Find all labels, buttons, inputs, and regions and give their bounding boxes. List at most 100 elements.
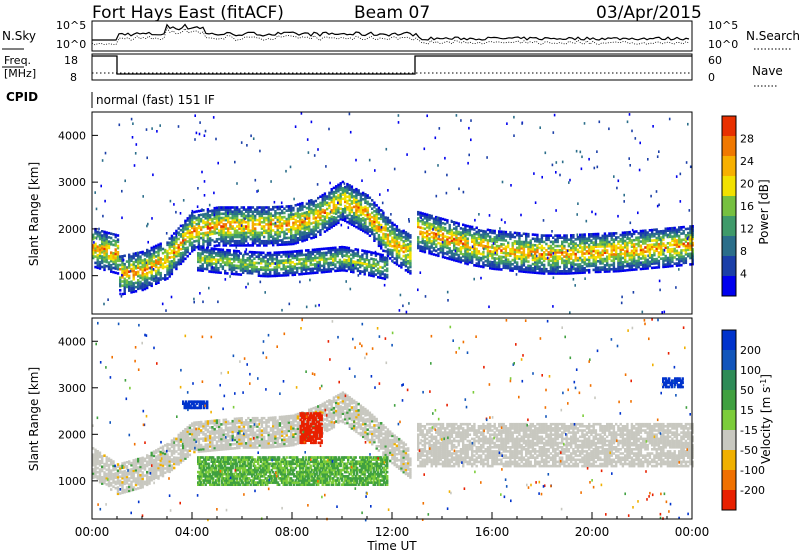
power-cell [242, 258, 245, 262]
power-cell [619, 246, 622, 249]
power-cell [150, 274, 153, 277]
power-cell [210, 264, 213, 267]
power-cell [393, 240, 396, 243]
power-cell [218, 206, 221, 209]
power-cell [281, 211, 284, 215]
power-cell [119, 263, 122, 267]
power-cell [575, 149, 578, 153]
power-cell [404, 233, 408, 236]
power-cell [531, 245, 535, 249]
power-cell [334, 265, 337, 268]
velocity-cell [112, 477, 115, 480]
power-cell [547, 257, 550, 260]
power-cell [366, 217, 369, 220]
power-cell [500, 218, 503, 222]
power-cell [534, 263, 537, 266]
power-cell [242, 235, 246, 239]
power-cell [345, 261, 348, 264]
power-cell [237, 260, 240, 264]
power-cell [363, 249, 366, 253]
power-cell [121, 267, 124, 271]
power-cell [477, 252, 481, 255]
power-cell [257, 257, 261, 261]
power-cell [238, 210, 241, 213]
power-cell [112, 270, 115, 274]
power-cell [307, 151, 310, 154]
power-cell [353, 216, 356, 219]
power-cell [258, 235, 261, 239]
velocity-cell [107, 463, 111, 467]
power-cell [159, 276, 162, 279]
power-cell [173, 240, 176, 244]
power-cell [621, 263, 625, 266]
power-cell [486, 241, 490, 244]
power-cell [293, 250, 297, 253]
power-cell [359, 257, 362, 260]
power-cell [328, 204, 331, 207]
power-cell [256, 235, 259, 239]
power-cell [664, 259, 667, 262]
power-cell [323, 247, 326, 251]
power-cell [316, 256, 319, 260]
power-cell [161, 277, 165, 280]
power-cell [343, 260, 346, 264]
power-cell [398, 256, 401, 259]
power-cell [341, 197, 345, 201]
power-cell [332, 211, 336, 215]
power-cell [221, 267, 225, 271]
power-cell [446, 173, 448, 177]
power-cell [621, 233, 625, 237]
power-cell [264, 255, 267, 259]
power-cell [642, 233, 645, 237]
power-cell [348, 209, 351, 212]
power-cell [489, 262, 492, 266]
power-cell [462, 234, 465, 237]
power-cell [272, 235, 275, 238]
power-cell [633, 247, 636, 250]
power-cell [592, 249, 595, 253]
power-cell [384, 226, 387, 230]
power-cell [493, 229, 496, 233]
power-cell [128, 280, 131, 284]
power-cell [341, 189, 345, 192]
power-cell [312, 232, 315, 235]
power-cell [350, 257, 353, 261]
power-cell [215, 247, 218, 251]
power-cell [646, 250, 649, 253]
power-cell [430, 242, 433, 245]
power-cell [648, 247, 652, 251]
power-cell [135, 143, 138, 146]
power-cell [318, 264, 321, 268]
power-cell [224, 263, 227, 267]
power-cell [155, 276, 158, 279]
power-cell [110, 259, 113, 263]
power-cell [290, 215, 293, 219]
power-cell [648, 245, 652, 249]
power-cell [504, 221, 506, 224]
power-cell [459, 246, 463, 249]
power-cell [407, 268, 410, 271]
power-cell [398, 309, 401, 312]
power-cell [563, 265, 566, 269]
power-cell [139, 265, 142, 269]
power-cell [298, 260, 301, 263]
power-cell [398, 241, 401, 244]
power-cell [218, 231, 221, 235]
power-cell [318, 256, 321, 259]
power-cell [590, 247, 593, 251]
power-cell [659, 238, 661, 241]
power-cell [299, 280, 301, 284]
power-cell [101, 246, 104, 250]
power-cell [446, 231, 449, 235]
power-cell [240, 220, 243, 224]
power-cell [540, 236, 544, 239]
power-cell [428, 218, 431, 221]
power-cell [531, 262, 535, 266]
power-cell [468, 227, 472, 230]
power-cell [105, 256, 108, 260]
power-cell [200, 228, 203, 231]
power-cell [314, 227, 318, 230]
power-cell [132, 277, 135, 281]
power-cell [260, 261, 263, 265]
power-cell [599, 260, 602, 263]
